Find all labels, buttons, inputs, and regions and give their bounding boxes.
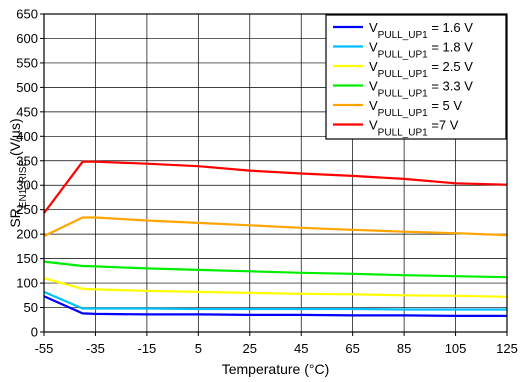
y-axis-label-unit: (V/µs) (7, 118, 23, 160)
legend-entry-subscript: PULL_UP1 (378, 127, 428, 138)
x-tick-label: 125 (496, 341, 518, 356)
legend-entry-main: V (369, 59, 378, 74)
legend-entry-value: = 3.3 V (428, 79, 473, 94)
plot-frame (43, 13, 508, 333)
legend-entry-subscript: PULL_UP1 (378, 30, 428, 41)
legend-entry-subscript: PULL_UP1 (378, 69, 428, 80)
series-line-4 (43, 260, 508, 279)
x-tick-label: 65 (345, 341, 359, 356)
series-lines (43, 160, 508, 317)
legend-entry-subscript: PULL_UP1 (378, 108, 428, 119)
x-tick-label: 45 (294, 341, 308, 356)
legend-entry-value: =7 V (428, 118, 459, 133)
y-tick-label: 50 (24, 300, 38, 315)
legend-entry-value: = 2.5 V (428, 59, 473, 74)
legend-entry-main: V (369, 40, 378, 55)
y-tick-label: 400 (16, 129, 38, 144)
x-tick-labels: -55 -35 -15 5 25 45 65 85 105 125 (35, 332, 518, 356)
legend-entry-main: V (369, 98, 378, 113)
x-tick-label: -35 (86, 341, 105, 356)
y-tick-label: 100 (16, 276, 38, 291)
y-tick-label: 600 (16, 31, 38, 46)
legend-entry-main: V (369, 20, 378, 35)
y-axis-label-subscript: EN1_RISE (18, 160, 29, 209)
x-tick-label: 105 (445, 341, 467, 356)
x-axis-label: Temperature (°C) (222, 361, 330, 377)
y-tick-label: 250 (16, 202, 38, 217)
legend-entry: VPULL_UP1 =7 V (369, 118, 459, 139)
y-tick-label: 550 (16, 55, 38, 70)
legend-entry-value: = 1.6 V (428, 20, 473, 35)
legend-entry: VPULL_UP1 = 1.8 V (369, 40, 473, 61)
x-tick-label: 25 (243, 341, 257, 356)
y-tick-label: 500 (16, 80, 38, 95)
series-line-1 (43, 295, 507, 317)
series-line-2 (43, 290, 507, 311)
legend-box (325, 14, 507, 140)
series-line-3 (43, 277, 508, 298)
series-line-5 (43, 216, 508, 238)
x-tick-label: 5 (195, 341, 202, 356)
legend-entry-main: V (369, 79, 378, 94)
y-tick-label: 300 (16, 178, 38, 193)
legend-entry-value: = 1.8 V (428, 40, 473, 55)
y-axis-label: SREN1_RISE (V/µs) (7, 118, 29, 227)
legend-entry: VPULL_UP1 = 2.5 V (369, 59, 473, 80)
y-tick-label: 650 (16, 7, 38, 22)
y-tick-label: 350 (16, 153, 38, 168)
y-tick-label: 200 (16, 227, 38, 242)
legend-entry-subscript: PULL_UP1 (378, 88, 428, 99)
legend-entry: VPULL_UP1 = 3.3 V (369, 79, 473, 100)
y-axis-label-main: SR (7, 208, 23, 227)
y-tick-label: 150 (16, 251, 38, 266)
x-tick-label: -55 (35, 341, 54, 356)
y-tick-labels: 0 50 100 150 200 250 300 350 400 450 500 550 600 650 (16, 7, 44, 340)
legend-entry: VPULL_UP1 = 1.6 V (369, 20, 473, 41)
legend-entry-subscript: PULL_UP1 (378, 49, 428, 60)
x-tick-label: 85 (397, 341, 411, 356)
legend-entry-main: V (369, 118, 378, 133)
series-line-6 (43, 160, 508, 214)
y-tick-label: 450 (16, 104, 38, 119)
y-tick-label: 0 (31, 325, 38, 340)
legend-entry-value: = 5 V (428, 98, 463, 113)
x-tick-label: -15 (137, 341, 156, 356)
legend-entry: VPULL_UP1 = 5 V (369, 98, 462, 119)
